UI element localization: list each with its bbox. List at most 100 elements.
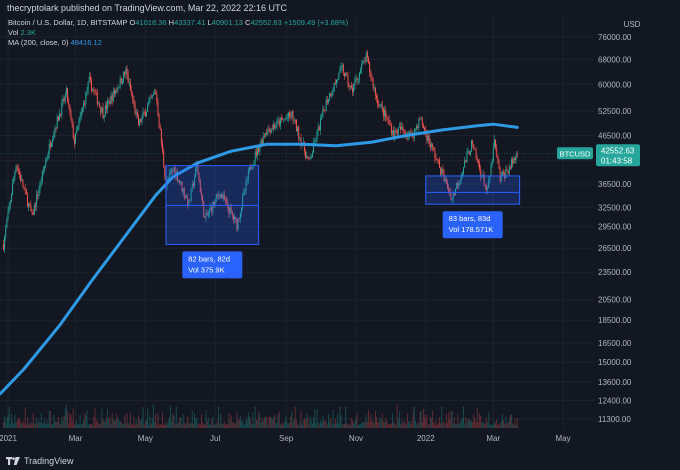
volume-bar [310, 420, 312, 428]
candle-body [361, 64, 363, 70]
volume-bar [427, 424, 429, 428]
volume-bar [167, 420, 169, 428]
candle-body [244, 190, 246, 192]
candle-body [123, 72, 125, 82]
volume-bar [195, 417, 197, 428]
candle-body [283, 119, 285, 121]
volume-bar [401, 420, 403, 428]
candle-body [338, 72, 340, 80]
volume-bar [417, 422, 419, 428]
volume-bar [342, 424, 344, 428]
volume-bar [370, 413, 372, 428]
volume-bar [116, 413, 118, 428]
volume-bar [117, 417, 119, 428]
volume-value: 2.3K [20, 28, 36, 37]
candle-body [34, 205, 36, 207]
volume-bar [12, 421, 14, 428]
range-info-text: 82 bars, 82d [188, 254, 230, 263]
candle-body [6, 220, 8, 228]
candle-body [230, 207, 232, 212]
candle-body [232, 215, 234, 220]
candle-body [38, 189, 40, 197]
candle-body [364, 60, 366, 62]
volume-bar [429, 416, 431, 428]
volume-bar [339, 406, 341, 428]
candle-body [76, 130, 78, 134]
legend-volume-row: Vol 2.3K [8, 28, 348, 38]
price-chart[interactable]: 11300.00 12400.00 13600.00 15000.00 16500.00… [0, 0, 680, 452]
volume-bar [259, 414, 261, 428]
candle-body [147, 105, 149, 113]
volume-bar [120, 421, 122, 428]
candle-body [491, 161, 493, 164]
volume-bar [380, 419, 382, 428]
volume-bar [59, 422, 61, 428]
volume-bar [338, 424, 340, 428]
candle-body [438, 159, 440, 168]
candle-body [173, 167, 175, 171]
candle-body [270, 128, 272, 133]
candle-body [308, 157, 310, 160]
candle-body [299, 138, 301, 139]
volume-bar [300, 410, 302, 428]
candle-body [22, 179, 24, 188]
candle-body [373, 87, 375, 89]
volume-bar [32, 413, 34, 428]
volume-bar [363, 422, 365, 428]
candle-body [51, 142, 53, 148]
volume-bar [103, 420, 105, 428]
candle-body [111, 95, 113, 102]
volume-bar [200, 414, 202, 428]
volume-bar [102, 418, 104, 428]
candle-body [53, 133, 55, 140]
price-tag-value: 42552.63 [601, 146, 635, 155]
y-tick-label: 29500.00 [598, 223, 632, 232]
candle-body [5, 227, 7, 237]
candle-body [263, 136, 265, 137]
candle-body [179, 180, 181, 184]
volume-bar [298, 424, 300, 428]
candle-body [47, 154, 49, 159]
candle-body [227, 201, 229, 208]
candles [2, 49, 518, 254]
candle-body [219, 195, 221, 197]
candle-body [509, 167, 511, 169]
candle-body [289, 112, 291, 116]
volume-bar [317, 422, 319, 428]
ma-label: MA (200, close, 0) [8, 38, 69, 47]
candle-body [417, 126, 419, 129]
candle-body [199, 181, 201, 193]
candle-body [422, 125, 424, 128]
candle-body [127, 75, 129, 84]
low-value: 40901.13 [211, 18, 243, 27]
volume-bar [171, 421, 173, 428]
volume-bar [393, 421, 395, 428]
volume-bar [240, 421, 242, 428]
volume-bar [29, 424, 31, 428]
volume-bar [154, 421, 156, 428]
candle-body [57, 116, 59, 121]
volume-bar [266, 416, 268, 428]
volume-bar [129, 412, 131, 428]
symbol-tag-label: BTCUSD [560, 149, 591, 158]
candle-body [477, 160, 479, 163]
volume-bar [204, 424, 206, 428]
volume-bar [23, 423, 25, 428]
candle-body [513, 157, 515, 164]
high-label: H [168, 18, 175, 27]
candle-body [265, 133, 267, 137]
candle-body [424, 127, 426, 131]
volume-bar [480, 415, 482, 428]
volume-bar [131, 424, 133, 428]
candle-body [136, 111, 138, 116]
candle-body [370, 72, 372, 78]
y-tick-label: 18500.00 [598, 316, 632, 325]
volume-bar [402, 423, 404, 428]
candle-body [154, 92, 156, 94]
volume-bar [123, 424, 125, 428]
candle-body [131, 90, 133, 95]
volume-bar [224, 424, 226, 428]
volume-bar [362, 421, 364, 428]
volume-bar [113, 420, 115, 428]
volume-bar [242, 419, 244, 428]
